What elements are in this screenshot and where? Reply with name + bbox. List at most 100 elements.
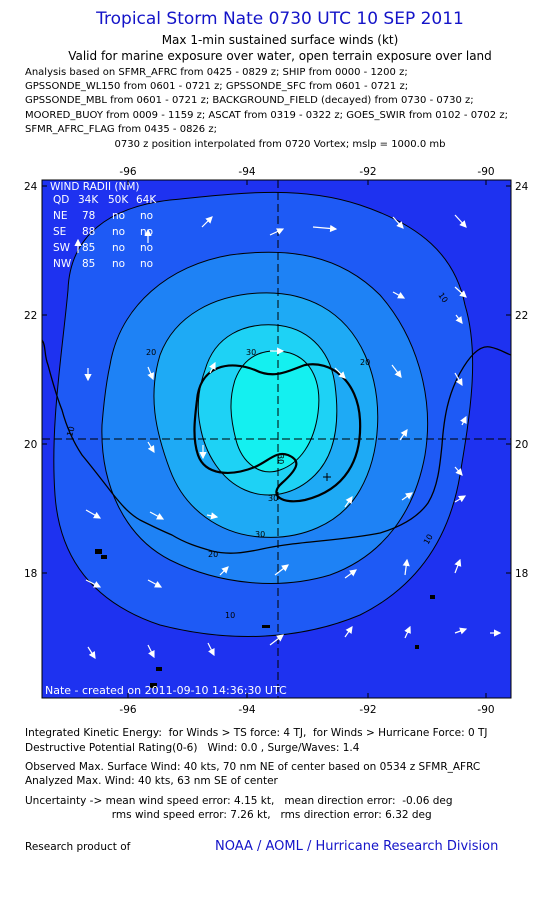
axis-labels: -96 -94 -92 -90 -96 -94 -92 -90 24 22 20… [24, 166, 529, 715]
wind-vector-arrow [147, 644, 155, 659]
wind-radii-header: QD [53, 194, 69, 206]
lon-tick-label-bottom: -92 [359, 704, 376, 715]
wind-radii-title: WIND RADII (NM) [50, 181, 140, 193]
lon-tick-label-top: -94 [238, 166, 255, 178]
wind-radii-64k: no [140, 226, 153, 238]
wind-map: 10 10 10 20 20 20 30 30 30 30 10 WIND RA… [24, 166, 529, 715]
footer-uncertainty-mean: Uncertainty -> mean wind speed error: 4.… [25, 795, 453, 807]
wind-vector-arrow [269, 634, 284, 646]
footer-ike: Integrated Kinetic Energy: for Winds > T… [25, 727, 488, 739]
wind-vector-arrow [391, 364, 402, 378]
wind-radii-64k: no [140, 242, 153, 254]
footer-observed: Observed Max. Surface Wind: 40 kts, 70 n… [25, 761, 481, 773]
contour-label: 30 [268, 494, 278, 503]
wind-vector-arrow [334, 367, 346, 379]
wind-radii-50k: no [112, 210, 125, 222]
wind-vector-arrow [454, 495, 467, 503]
wind-radii-50k: no [112, 226, 125, 238]
wind-radii-quadrant: SE [53, 226, 66, 238]
noaa-credit-link[interactable]: NOAA / AOML / Hurricane Research Divisio… [215, 839, 499, 854]
wind-vector-arrow [404, 625, 411, 639]
lon-tick-label-top: -92 [359, 166, 376, 178]
wind-vector-arrow [219, 566, 229, 576]
wind-vector-arrow [401, 492, 413, 501]
axis-ticks [42, 180, 511, 698]
chart-title: Tropical Storm Nate 0730 UTC 10 SEP 2011 [96, 9, 464, 29]
position-note: 0730 z position interpolated from 0720 V… [114, 139, 446, 150]
wind-vector-arrow [312, 224, 338, 233]
contour-label: 10 [422, 533, 435, 546]
wind-vector-arrow [454, 286, 467, 298]
map-credit-line: Nate - created on 2011-09-10 14:36:30 UT… [45, 684, 287, 697]
wind-radii-34k: 85 [82, 258, 95, 270]
analysis-line: MOORED_BUOY from 0009 - 1159 z; ASCAT fr… [25, 109, 508, 121]
wind-vector-arrow [454, 214, 467, 228]
lat-tick-label-left: 22 [24, 310, 37, 322]
coastline [42, 339, 511, 554]
wind-radii-header: 34K [78, 194, 99, 206]
lat-tick-label-left: 20 [24, 439, 37, 451]
wind-radii-row: NW 85 no no [53, 258, 153, 270]
footer-dpr: Destructive Potential Rating(0-6) Wind: … [25, 742, 360, 754]
wind-vector-arrow [209, 361, 216, 374]
contour-label: 30 [255, 530, 265, 539]
wind-vector-arrow [344, 569, 357, 579]
contour-labels: 10 10 10 20 20 20 30 30 30 30 10 [65, 291, 449, 620]
wind-radii-34k: 85 [82, 242, 95, 254]
wind-vector-arrow [460, 415, 467, 426]
contour-label: 20 [360, 358, 370, 367]
analysis-line: GPSSONDE_WL150 from 0601 - 0721 z; GPSSO… [25, 81, 409, 93]
contour-label: 20 [208, 550, 218, 559]
analysis-line: SFMR_AFRC_FLAG from 0435 - 0826 z; [25, 123, 217, 135]
wind-radii-50k: no [112, 242, 125, 254]
wind-vector-arrow [454, 558, 462, 574]
analysis-sources: Analysis based on SFMR_AFRC from 0425 - … [25, 66, 555, 137]
analysis-line: GPSSONDE_MBL from 0601 - 0721 z; BACKGRO… [25, 95, 474, 107]
wind-vector-arrow [206, 512, 219, 520]
wind-vector-arrow [344, 626, 353, 638]
wind-vector-arrow [274, 564, 289, 576]
wind-vector-arrow [454, 466, 463, 476]
footer-uncertainty-rms: rms wind speed error: 7.26 kt, rms direc… [25, 809, 432, 821]
lon-tick-label-bottom: -90 [477, 704, 494, 715]
wind-vector-arrow [269, 228, 285, 236]
lat-tick-label-left: 18 [24, 568, 37, 580]
contour-label: 20 [146, 348, 156, 357]
max-wind-marker [323, 473, 331, 481]
wind-vector-arrow [201, 216, 213, 228]
wind-vector-arrow [85, 579, 102, 588]
wind-vector-arrow [399, 429, 408, 441]
wind-radii-quadrant: NE [53, 210, 68, 222]
lat-tick-label-right: 18 [515, 568, 528, 580]
contour-label: 30 [246, 348, 256, 357]
wind-radii-header: 64K [136, 194, 157, 206]
analysis-line: Analysis based on SFMR_AFRC from 0425 - … [25, 67, 408, 78]
wind-vector-arrow [402, 558, 410, 576]
wind-radii-row: SE 88 no no [53, 226, 153, 238]
wind-radii-header: 50K [108, 194, 129, 206]
wind-radii-64k: no [140, 210, 153, 222]
lon-tick-label-top: -90 [477, 166, 494, 178]
lat-tick-label-right: 20 [515, 439, 528, 451]
lat-tick-label-right: 24 [515, 181, 529, 193]
footer-analyzed: Analyzed Max. Wind: 40 kts, 63 nm SE of … [25, 775, 278, 787]
wind-radii-quadrant: SW [53, 242, 71, 254]
wind-vector-arrow [207, 642, 215, 657]
wind-radii-50k: no [112, 258, 125, 270]
wind-vector-arrow [147, 366, 155, 381]
wind-radii-row: SW 85 no no [53, 242, 153, 254]
lat-tick-label-right: 22 [515, 310, 528, 322]
lon-tick-label-top: -96 [119, 166, 136, 178]
chart-subtitle-exposure: Valid for marine exposure over water, op… [68, 49, 492, 63]
footer-research: Research product of [25, 841, 131, 853]
wind-vector-arrow [454, 372, 463, 387]
lat-tick-label-left: 24 [24, 181, 38, 193]
chart-subtitle-wind: Max 1-min sustained surface winds (kt) [161, 33, 399, 47]
wind-radii-quadrant: NW [53, 258, 72, 270]
wind-vectors [74, 214, 502, 660]
wind-vector-arrow [455, 314, 463, 324]
contour-label: 10 [225, 611, 235, 620]
wind-vector-arrow [454, 627, 468, 635]
contour-label: 30 [276, 454, 285, 464]
wind-vector-arrow [392, 291, 406, 299]
